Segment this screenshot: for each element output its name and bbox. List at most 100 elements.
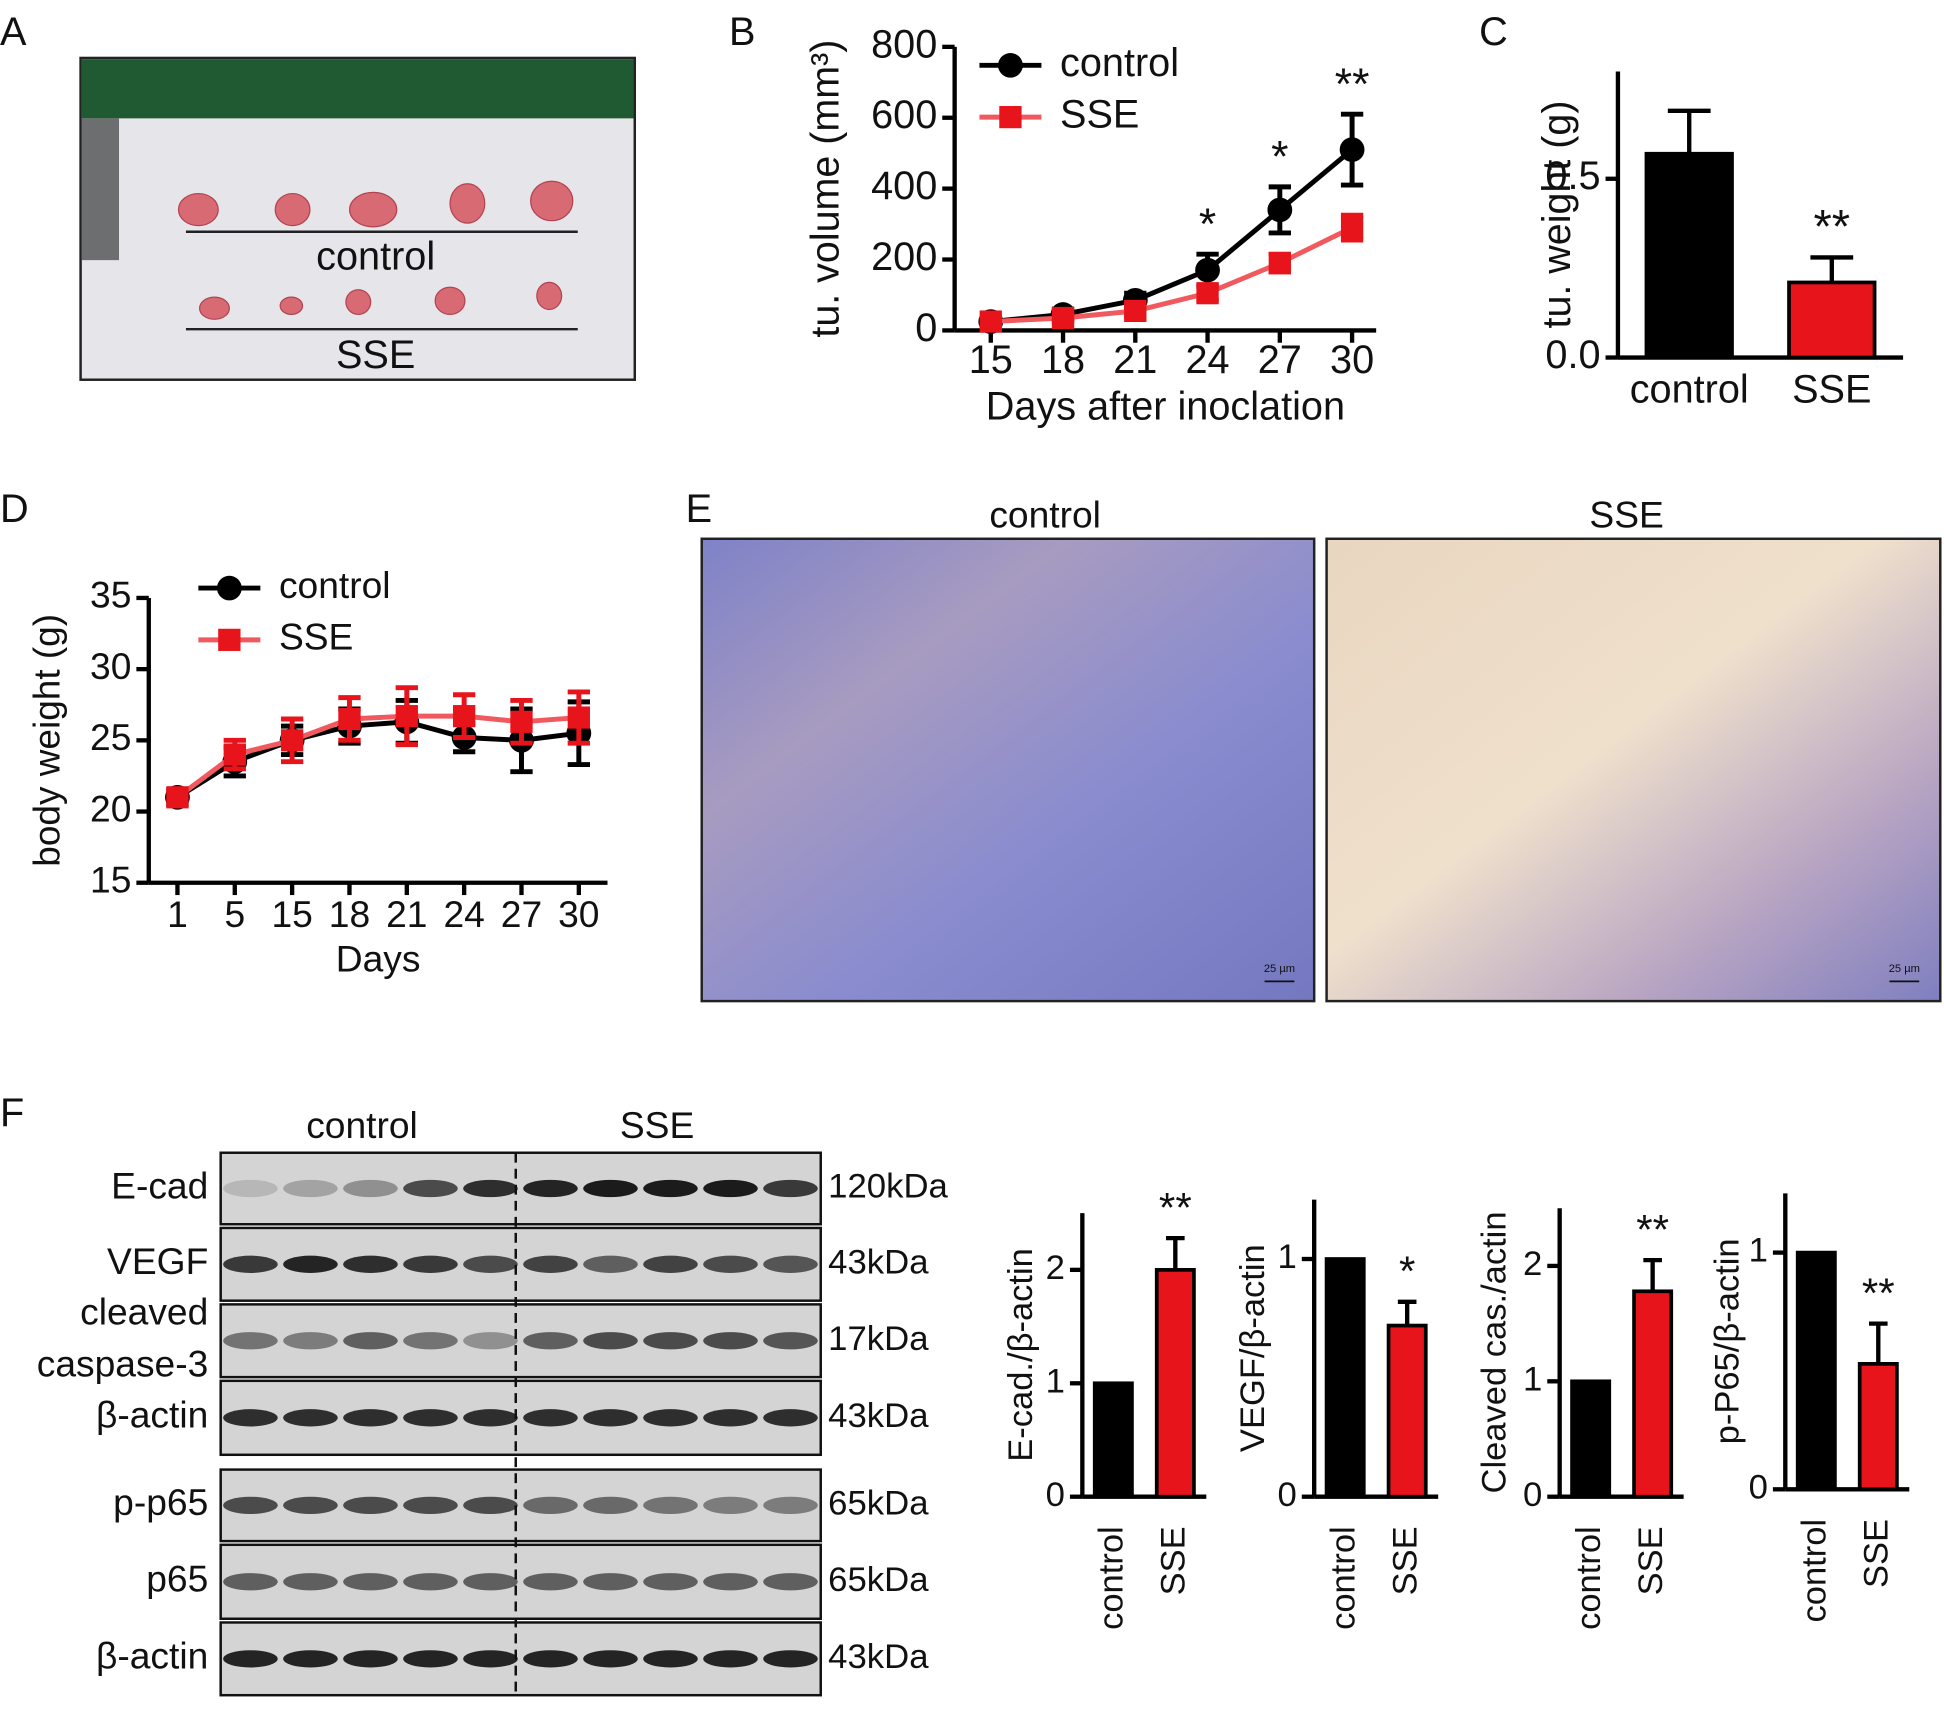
x-tick-label: 30: [558, 893, 599, 935]
panel-letter: D: [0, 487, 29, 531]
y-tick-label: 2: [1523, 1245, 1542, 1283]
marker: [338, 707, 361, 731]
significance: **: [1159, 1184, 1192, 1231]
x-tick-label: 15: [271, 893, 312, 935]
marker: [280, 729, 304, 752]
blot-band: [223, 1496, 278, 1514]
x-tick-label: SSE: [1154, 1526, 1192, 1595]
x-tick-label: 30: [1330, 338, 1374, 382]
blot-band: [763, 1179, 818, 1198]
y-tick-label: 35: [90, 574, 131, 616]
blot-band: [283, 1650, 338, 1668]
bar: [1092, 1381, 1134, 1499]
blot-band: [403, 1496, 458, 1514]
blot-band: [223, 1179, 278, 1198]
marker: [1051, 306, 1075, 330]
blot-band: [403, 1255, 458, 1273]
blot-band: [643, 1409, 698, 1427]
tumors: [177, 180, 574, 320]
x-axis-label: Days after inoclation: [986, 385, 1345, 429]
bar: [1154, 1268, 1196, 1499]
blot-band: [583, 1573, 638, 1591]
x-tick-label: 27: [1258, 338, 1302, 382]
y-tick-label: 1: [1046, 1362, 1065, 1400]
marker: [452, 705, 476, 728]
blot-band: [583, 1409, 638, 1427]
marker: [1124, 299, 1147, 323]
x-tick-label: 15: [969, 338, 1013, 382]
blot-band: [343, 1496, 398, 1514]
blot-band: [463, 1573, 518, 1591]
blot-band: [703, 1255, 758, 1273]
blot-band: [763, 1409, 818, 1427]
x-tick-label: control: [1092, 1526, 1130, 1630]
legend-label: control: [279, 564, 391, 606]
y-tick-label: 1: [1749, 1232, 1768, 1270]
blot-group: SSE: [620, 1104, 694, 1146]
blot-band: [463, 1332, 518, 1350]
blot-band: [403, 1332, 458, 1350]
blot-band: [343, 1179, 398, 1198]
error-bar: [1397, 1299, 1417, 1326]
y-tick-label: 25: [90, 716, 131, 758]
blot-label: p65: [146, 1558, 208, 1600]
x-tick-label: 21: [1113, 338, 1157, 382]
marker: [999, 106, 1022, 129]
blot-band: [343, 1332, 398, 1350]
blot-size: 43kDa: [828, 1397, 929, 1435]
error-bar: [1810, 255, 1854, 283]
blot-label: caspase-3: [37, 1343, 209, 1385]
blot-band: [703, 1332, 758, 1350]
scale-bar-label: 25 µm: [1889, 963, 1920, 975]
blot-size: 65kDa: [828, 1561, 929, 1599]
significance: **: [1335, 60, 1370, 109]
panel-letter: F: [0, 1091, 24, 1135]
error-bar: [1643, 1257, 1662, 1292]
x-tick-label: 21: [386, 893, 427, 935]
blot-band: [343, 1255, 398, 1273]
blot-group: control: [306, 1104, 418, 1146]
blot-band: [643, 1332, 698, 1350]
marker: [218, 628, 241, 651]
blot-size: 43kDa: [828, 1244, 929, 1282]
blot-band: [283, 1409, 338, 1427]
blot-band: [463, 1409, 518, 1427]
marker: [1340, 216, 1364, 239]
blot-band: [343, 1409, 398, 1427]
y-axis-label: E-cad./β-actin: [1002, 1248, 1040, 1462]
histology-label: control: [989, 494, 1101, 536]
y-tick-label: 15: [90, 859, 131, 901]
blot-band: [403, 1573, 458, 1591]
blot-band: [703, 1496, 758, 1514]
bar: [1386, 1323, 1428, 1499]
blot-band: [523, 1179, 578, 1198]
series-line: [990, 147, 1354, 325]
x-tick-label: SSE: [1792, 368, 1871, 412]
y-tick-label: 2: [1046, 1249, 1065, 1287]
marker: [1267, 197, 1293, 223]
y-axis-label: VEGF/β-actin: [1234, 1244, 1272, 1452]
bar: [1857, 1362, 1899, 1492]
blot-band: [223, 1409, 278, 1427]
blot-label: β-actin: [96, 1635, 208, 1677]
blot-band: [643, 1179, 698, 1198]
blot-band: [523, 1650, 578, 1668]
marker: [567, 706, 590, 729]
blot-band: [763, 1573, 818, 1591]
panel-letter: A: [0, 10, 27, 54]
blot-band: [643, 1650, 698, 1668]
histology-image: [1325, 537, 1942, 1003]
blot-band: [763, 1650, 818, 1668]
blot-band: [463, 1179, 518, 1198]
y-tick-label: 30: [90, 645, 131, 687]
marker: [166, 786, 189, 809]
error-bar: [1868, 1321, 1888, 1364]
blot-band: [583, 1332, 638, 1350]
blot-band: [403, 1409, 458, 1427]
marker: [1196, 282, 1219, 305]
error-bar: [1166, 1235, 1185, 1270]
blot-band: [763, 1255, 818, 1273]
photo-label: control: [316, 234, 435, 278]
